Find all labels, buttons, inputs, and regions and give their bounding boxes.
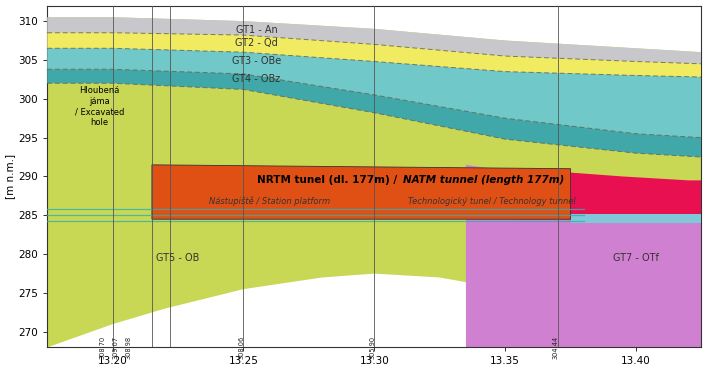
Text: 309.07: 309.07 — [112, 336, 119, 359]
Polygon shape — [47, 33, 701, 77]
Text: 308.98: 308.98 — [126, 336, 132, 359]
Text: GT5 - OB: GT5 - OB — [156, 253, 200, 263]
Polygon shape — [518, 169, 701, 219]
Text: GT4 - OBz: GT4 - OBz — [233, 74, 281, 84]
Text: Hloubená
jáma
/ Excavated
hole: Hloubená jáma / Excavated hole — [75, 86, 124, 126]
Text: GT1 - An: GT1 - An — [235, 25, 277, 35]
Text: 308.06: 308.06 — [238, 336, 244, 359]
Y-axis label: [m n.m.]: [m n.m.] — [6, 154, 16, 199]
Polygon shape — [47, 17, 701, 347]
Polygon shape — [152, 165, 571, 219]
Text: GT2 - Qd: GT2 - Qd — [235, 38, 278, 48]
Polygon shape — [47, 48, 701, 138]
Text: 308.70: 308.70 — [100, 336, 105, 359]
Text: GT3 - OBe: GT3 - OBe — [232, 57, 281, 67]
Polygon shape — [466, 165, 701, 347]
Text: NATM tunnel (length 177m): NATM tunnel (length 177m) — [403, 175, 564, 185]
Text: Technologický tunel / Technology tunnel: Technologický tunel / Technology tunnel — [408, 197, 576, 206]
Text: 304.44: 304.44 — [552, 336, 559, 359]
Text: 305.90: 305.90 — [369, 336, 375, 359]
Polygon shape — [47, 69, 701, 157]
Polygon shape — [47, 17, 701, 64]
Text: GT7 - OTf: GT7 - OTf — [613, 253, 659, 263]
Text: Nástupiště / Station platform: Nástupiště / Station platform — [209, 196, 330, 206]
Polygon shape — [571, 214, 701, 223]
Text: NRTM tunel (dl. 177m) /: NRTM tunel (dl. 177m) / — [257, 175, 400, 185]
